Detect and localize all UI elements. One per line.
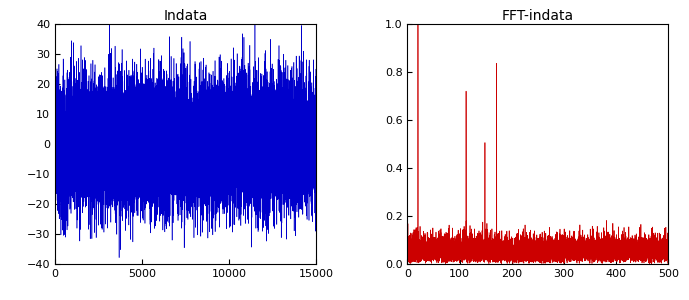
Title: Indata: Indata — [163, 9, 208, 23]
Title: FFT-indata: FFT-indata — [502, 9, 574, 23]
